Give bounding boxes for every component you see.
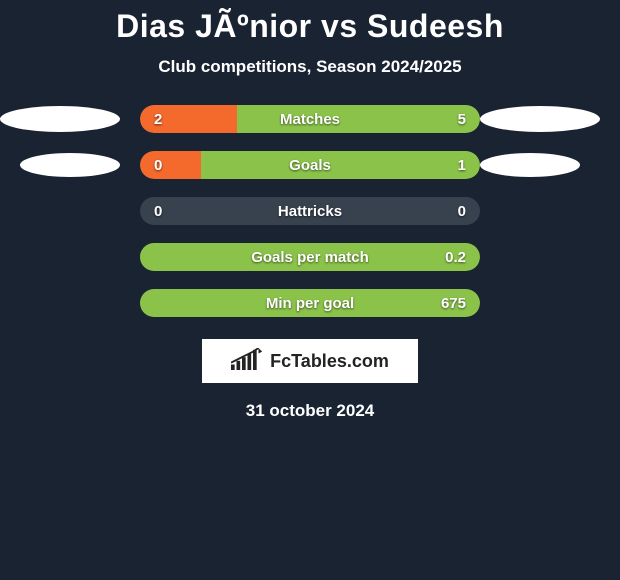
branding-text: FcTables.com	[270, 351, 389, 372]
stat-bar-overlay: 0Hattricks0	[140, 197, 480, 225]
page-subtitle: Club competitions, Season 2024/2025	[0, 57, 620, 77]
stat-label: Hattricks	[140, 203, 480, 220]
comparison-infographic: Dias JÃºnior vs Sudeesh Club competition…	[0, 0, 620, 580]
snapshot-date: 31 october 2024	[0, 401, 620, 421]
branding-badge: FcTables.com	[202, 339, 418, 383]
player-right-marker	[480, 153, 580, 177]
stat-value-left: 2	[154, 111, 162, 128]
stat-value-left: 0	[154, 157, 162, 174]
stat-bar-overlay: 0Goals1	[140, 151, 480, 179]
stat-value-right: 5	[458, 111, 466, 128]
stat-row: Goals per match0.2	[0, 243, 620, 271]
stat-bar-track: Min per goal675	[140, 289, 480, 317]
stat-label: Matches	[140, 111, 480, 128]
stat-label: Goals per match	[140, 249, 480, 266]
stat-row: 2Matches5	[0, 105, 620, 133]
stat-bar-track: 0Goals1	[140, 151, 480, 179]
stat-row: 0Hattricks0	[0, 197, 620, 225]
stat-label: Goals	[140, 157, 480, 174]
stat-value-right: 675	[441, 295, 466, 312]
player-right-marker	[480, 106, 600, 132]
chart-icon	[231, 348, 264, 375]
player-left-marker	[0, 106, 120, 132]
player-left-marker	[20, 153, 120, 177]
stat-bar-track: 0Hattricks0	[140, 197, 480, 225]
stat-bar-overlay: 2Matches5	[140, 105, 480, 133]
stat-row: Min per goal675	[0, 289, 620, 317]
stat-bar-track: Goals per match0.2	[140, 243, 480, 271]
stat-value-right: 0	[458, 203, 466, 220]
page-title: Dias JÃºnior vs Sudeesh	[0, 8, 620, 45]
stat-value-left: 0	[154, 203, 162, 220]
stat-row: 0Goals1	[0, 151, 620, 179]
stat-value-right: 1	[458, 157, 466, 174]
stat-label: Min per goal	[140, 295, 480, 312]
stat-bar-overlay: Goals per match0.2	[140, 243, 480, 271]
stat-bar-overlay: Min per goal675	[140, 289, 480, 317]
stat-value-right: 0.2	[445, 249, 466, 266]
stat-bar-track: 2Matches5	[140, 105, 480, 133]
stat-bars: 2Matches50Goals10Hattricks0Goals per mat…	[0, 105, 620, 317]
